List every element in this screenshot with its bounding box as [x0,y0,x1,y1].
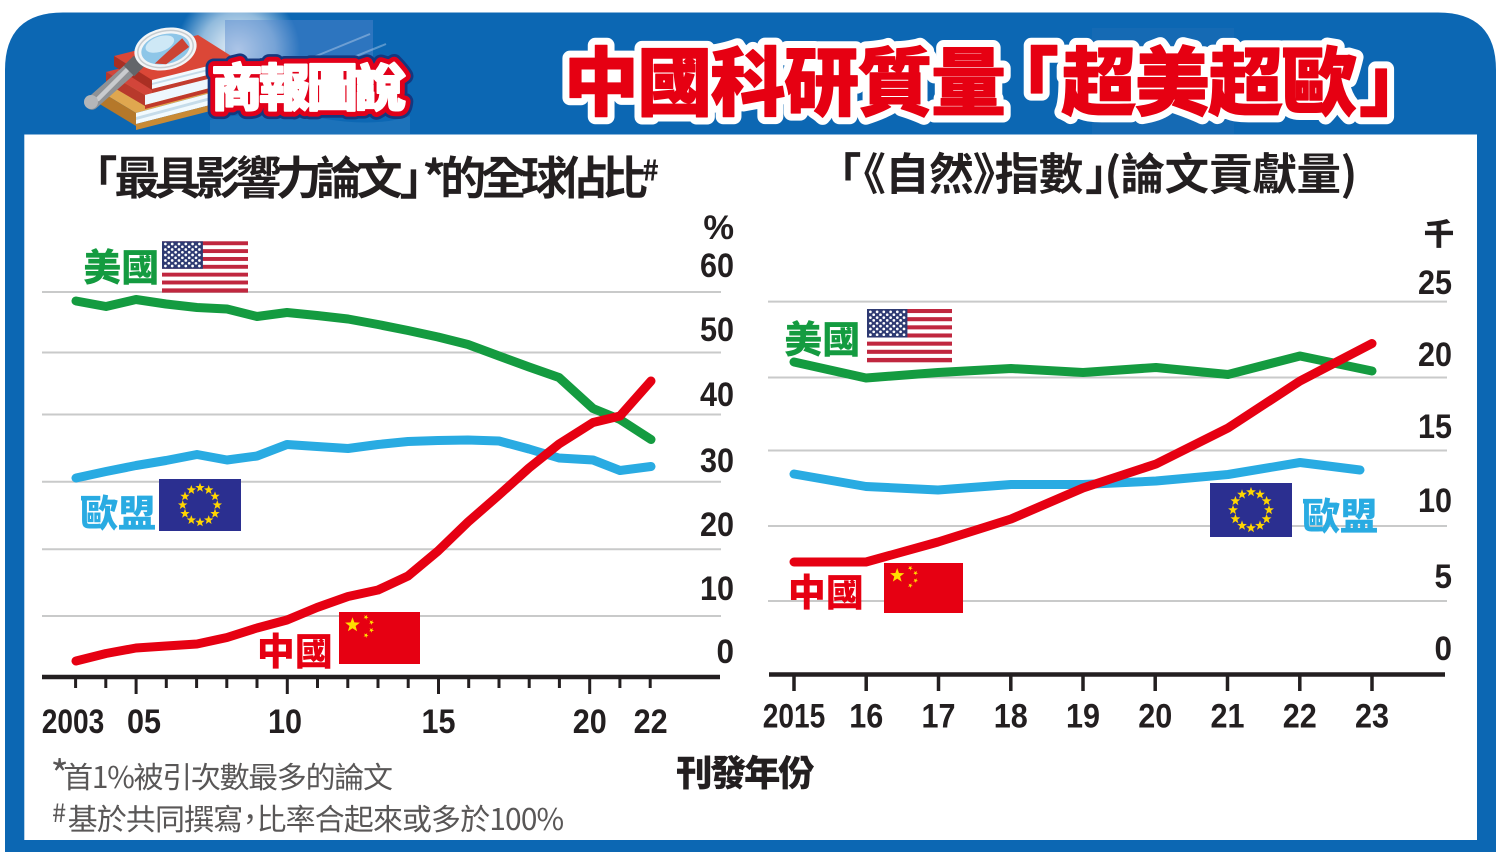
svg-text:20: 20 [1418,336,1452,374]
svg-text:50: 50 [700,311,734,349]
svg-text:40: 40 [700,376,734,414]
svg-text:20: 20 [1138,698,1172,736]
svg-text:15: 15 [1418,408,1452,446]
svg-text:20: 20 [700,506,734,544]
svg-text:15: 15 [422,703,456,741]
svg-text:22: 22 [634,703,668,741]
svg-text:19: 19 [1066,698,1100,736]
svg-text:10: 10 [1418,482,1452,520]
svg-text:0: 0 [717,633,735,671]
svg-text:20: 20 [573,703,607,741]
svg-text:30: 30 [700,442,734,480]
svg-text:21: 21 [1211,698,1245,736]
svg-text:18: 18 [994,698,1028,736]
svg-text:17: 17 [922,698,956,736]
svg-text:10: 10 [700,570,734,608]
svg-text:60: 60 [700,247,734,285]
svg-text:25: 25 [1418,264,1452,302]
svg-text:2015: 2015 [763,698,826,736]
svg-text:%: % [703,209,734,247]
svg-text:05: 05 [127,703,161,741]
svg-text:23: 23 [1355,698,1389,736]
svg-text:16: 16 [849,698,883,736]
svg-text:22: 22 [1283,698,1317,736]
svg-text:2003: 2003 [42,703,105,741]
svg-text:5: 5 [1435,558,1453,596]
svg-text:10: 10 [268,703,302,741]
svg-text:0: 0 [1435,630,1453,668]
